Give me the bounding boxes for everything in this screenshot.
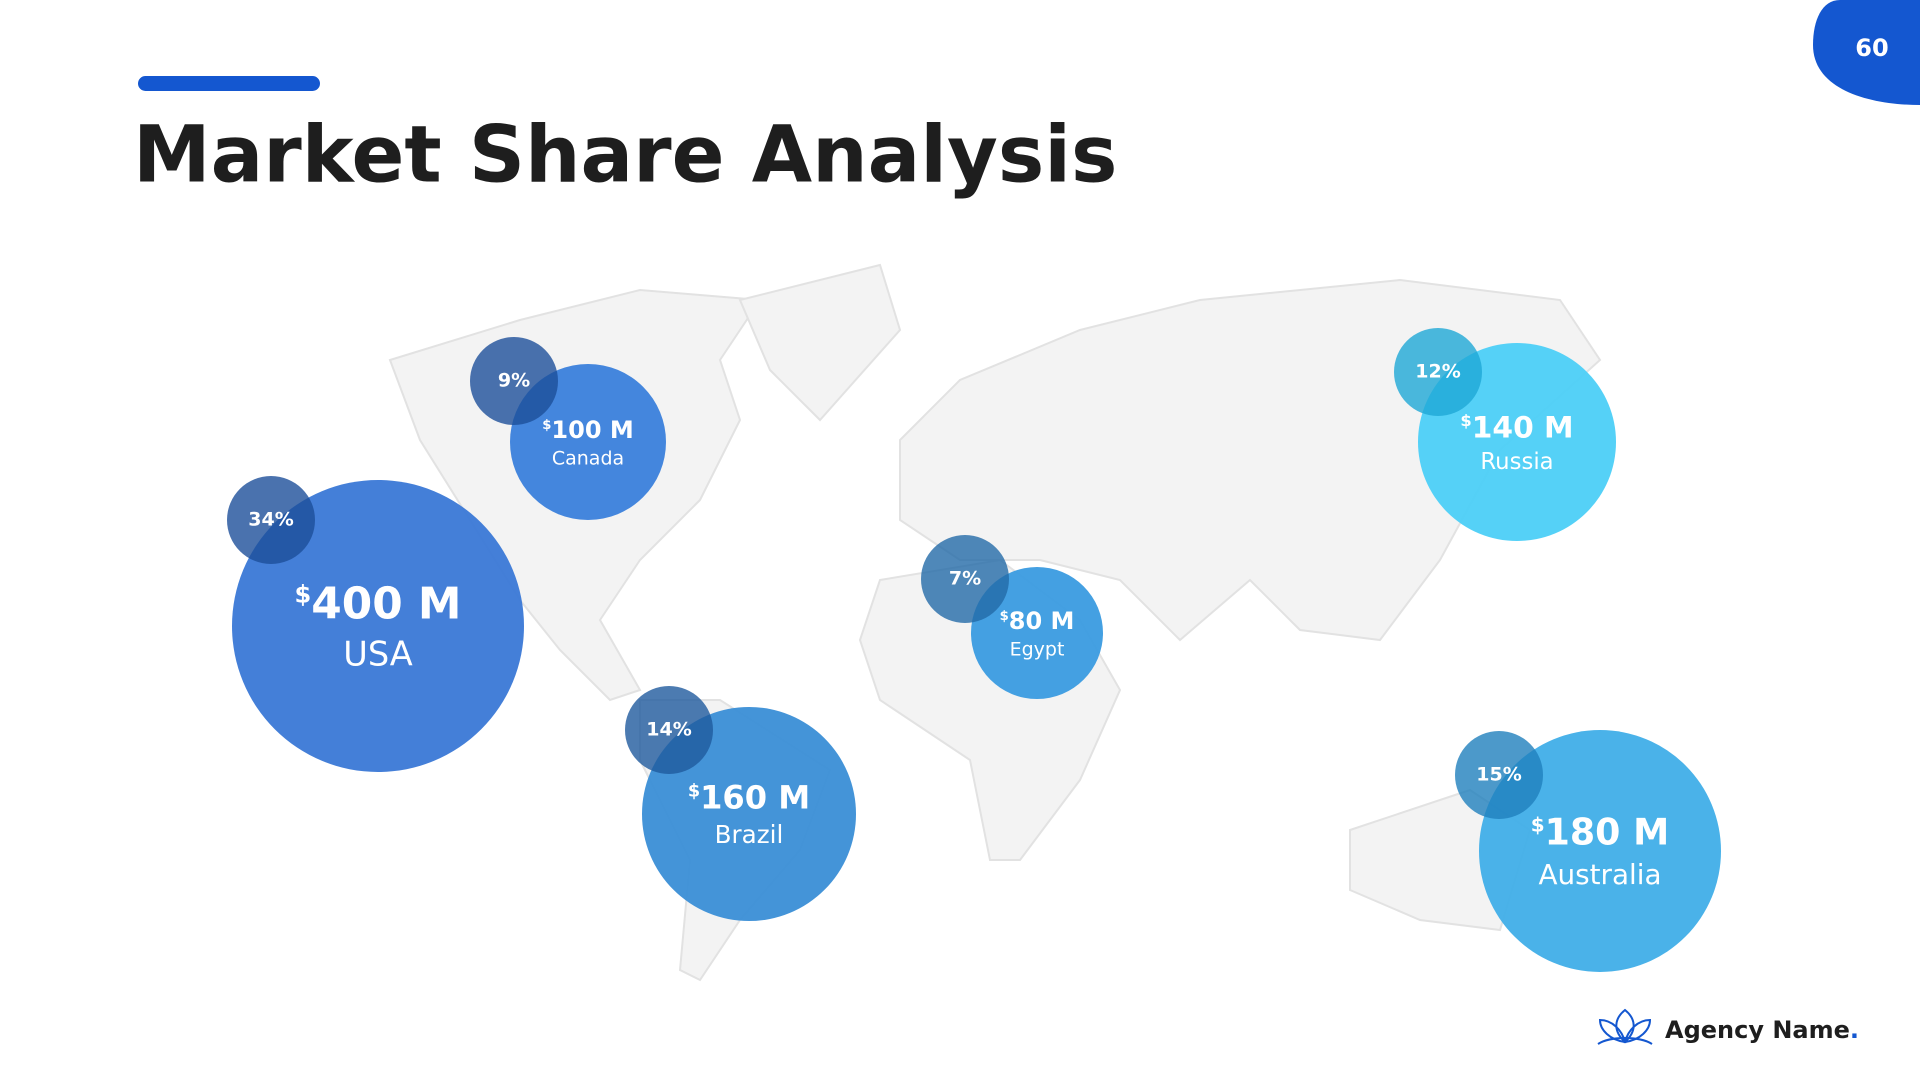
currency-sign: $	[294, 580, 311, 608]
currency-sign: $	[688, 782, 700, 802]
amount-label: $180 M	[1531, 811, 1669, 854]
country-label: Australia	[1538, 858, 1661, 891]
country-label: Canada	[552, 448, 624, 470]
amount-value: 140 M	[1472, 410, 1574, 445]
country-label: Egypt	[1010, 639, 1065, 661]
amount-label: $160 M	[688, 779, 810, 817]
amount-label: $400 M	[294, 578, 461, 629]
amount-value: 400 M	[311, 578, 461, 629]
amount-value: 160 M	[700, 779, 810, 817]
share-label: 12%	[1415, 361, 1460, 383]
currency-sign: $	[542, 418, 551, 433]
share-label: 14%	[646, 719, 691, 741]
footer-brand: Agency Name.	[1665, 1016, 1859, 1044]
country-label: USA	[343, 635, 413, 674]
share-bubble	[921, 535, 1009, 623]
currency-sign: $	[1460, 411, 1471, 430]
currency-sign: $	[1531, 812, 1545, 836]
share-bubble	[1455, 731, 1543, 819]
share-bubble	[625, 686, 713, 774]
amount-value: 80 M	[1009, 607, 1075, 635]
amount-value: 180 M	[1545, 811, 1670, 854]
map-greenland	[738, 263, 902, 422]
amount-value: 100 M	[551, 416, 633, 444]
amount-label: $100 M	[542, 416, 634, 444]
amount-label: $140 M	[1460, 410, 1573, 445]
page-badge	[1813, 0, 1920, 105]
share-bubble	[1394, 328, 1482, 416]
slide-title: Market Share Analysis	[133, 110, 1117, 200]
page-number: 60	[1855, 34, 1888, 62]
share-label: 15%	[1476, 764, 1521, 786]
market-bubbles: 34% $400 M USA 9% $100 M Canada 14% $160 M Brazi…	[227, 328, 1721, 972]
brand-dot: .	[1850, 1016, 1859, 1044]
accent-bar	[138, 76, 320, 91]
share-label: 9%	[498, 370, 530, 392]
footer-logo	[1597, 1008, 1653, 1045]
share-bubble	[227, 476, 315, 564]
market-bubble	[232, 480, 524, 772]
share-bubble	[470, 337, 558, 425]
share-label: 34%	[248, 509, 293, 531]
market-bubble	[971, 567, 1103, 699]
share-label: 7%	[949, 568, 981, 590]
country-label: Brazil	[715, 820, 784, 849]
country-label: Russia	[1480, 449, 1553, 475]
amount-label: $80 M	[1000, 607, 1075, 635]
brand-name: Agency Name	[1665, 1016, 1850, 1044]
currency-sign: $	[1000, 609, 1009, 624]
